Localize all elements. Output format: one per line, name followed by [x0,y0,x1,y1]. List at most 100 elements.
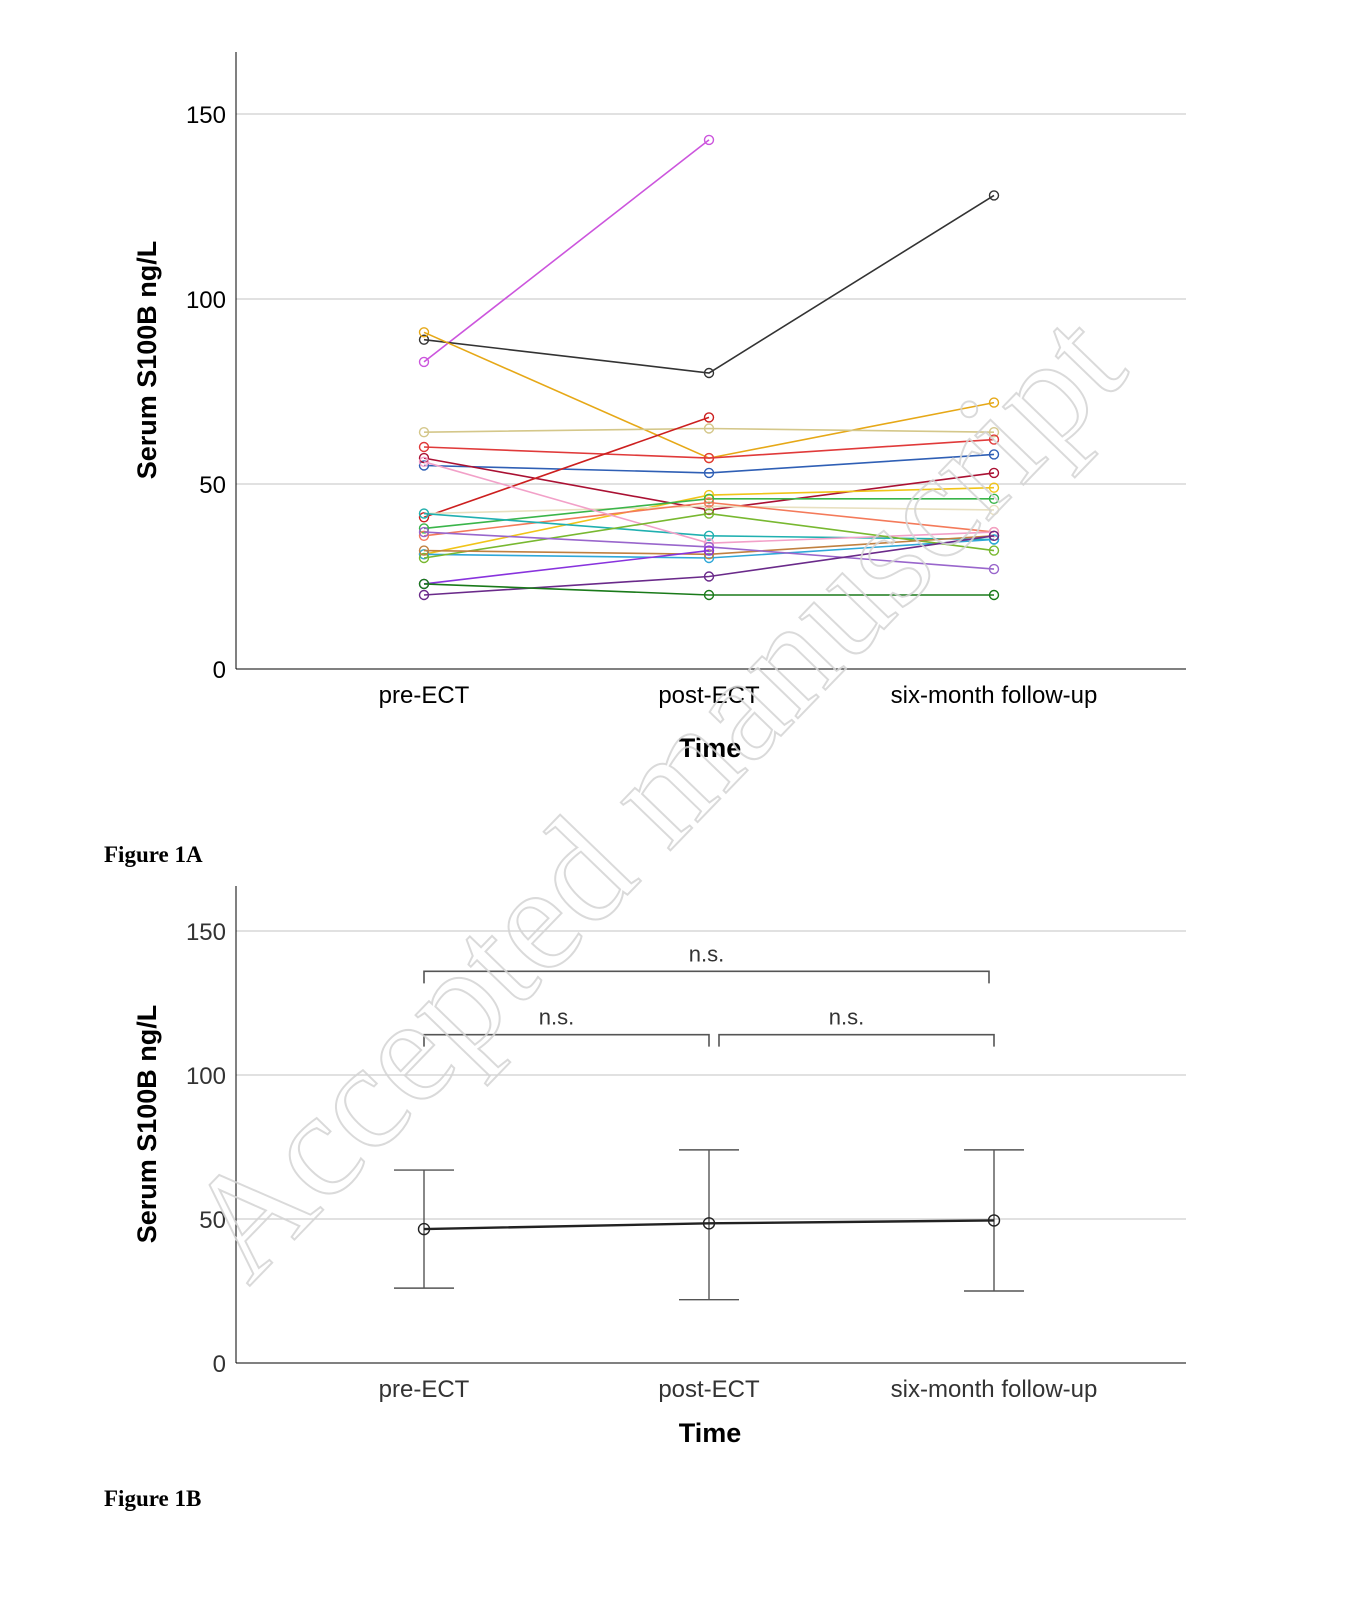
series-line [418,530,1000,601]
data-point [418,552,430,564]
series-path [423,416,710,519]
x-tick-label: six-month follow-up [891,1376,1098,1403]
mean-line-b [394,1149,1024,1301]
data-point [988,482,1000,493]
series-line [418,526,1000,575]
data-point [703,367,715,379]
data-point [703,134,715,146]
data-point [703,571,715,582]
data-point [988,467,1000,479]
series-path [423,583,994,596]
series-line [418,493,1000,534]
data-point [703,508,715,519]
y-tick-label: 150 [186,102,226,129]
data-point [988,589,1000,601]
chart-panel-b: 0 50 100 150 pre-ECT post-ECT six-month follo… [104,886,1186,1511]
data-point [988,449,1000,460]
series-path [423,139,710,363]
data-point [418,427,430,438]
mean-point [417,1222,431,1236]
series-path [423,549,710,585]
data-point [988,530,1000,541]
data-point [703,467,715,479]
series-path [423,453,995,474]
y-tick-label: 100 [186,287,226,314]
figure-caption-b: Figure 1B [104,1486,201,1511]
data-point [418,441,430,453]
y-tick-label: 50 [199,1207,226,1234]
y-tick-label: 150 [186,919,226,946]
x-axis-label-a: Time [679,733,742,763]
y-axis-label-a: Serum S100B ng/L [132,241,162,480]
series-line [418,578,1000,601]
data-point [418,356,430,368]
significance-label: n.s. [689,941,724,966]
data-point [418,334,430,345]
data-point [703,589,715,601]
mean-point [987,1214,1001,1227]
series-path [423,531,995,570]
data-point [418,460,430,471]
data-point [703,549,715,560]
significance-bracket: n.s. [423,1005,710,1047]
series-path [423,505,995,515]
data-point [988,427,1000,438]
data-point [988,190,1000,201]
data-point [703,423,715,434]
error-bar [394,1169,454,1289]
y-tick-label: 0 [213,657,226,684]
error-bar [679,1149,739,1301]
mean-path [423,1219,995,1231]
data-point [988,493,1000,504]
series-path [423,438,995,459]
data-point [988,504,1000,516]
significance-bracket: n.s. [423,941,990,984]
series-path [423,535,995,596]
data-point [988,434,1000,445]
data-point [418,549,430,560]
x-tick-label: pre-ECT [379,1376,470,1403]
series-path [423,512,995,559]
series-path [423,457,995,511]
series-path [423,497,994,530]
data-point [418,508,430,519]
series-line [418,508,1000,564]
series-line [418,449,1000,479]
data-point [703,497,715,508]
y-tick-label: 100 [186,1063,226,1090]
data-point [418,327,430,338]
mean-point [702,1217,716,1230]
data-point [418,578,430,590]
series-path [423,461,995,545]
significance-brackets: n.s. n.s. n.s. [423,941,995,1047]
series-line [418,423,1000,438]
y-tick-labels-a: 0 50 100 150 [186,102,226,684]
data-point [418,545,430,556]
significance-label: n.s. [539,1005,574,1030]
series-path [423,535,995,556]
significance-bracket: n.s. [718,1005,995,1047]
x-tick-label: six-month follow-up [891,682,1098,709]
x-tick-label: post-ECT [658,682,760,709]
data-point [988,563,1000,575]
data-point [988,545,1000,556]
series-line [418,434,1000,464]
series-line [418,190,1000,379]
series-lines-a [418,134,1000,601]
series-path [423,427,995,433]
series-line [418,134,715,368]
significance-label: n.s. [829,1005,864,1030]
data-point [988,534,1000,545]
x-tick-label: pre-ECT [379,682,470,709]
y-tick-label: 0 [213,1351,226,1378]
data-point [703,452,715,464]
chart-panel-a: 0 50 100 150 pre-ECT post-ECT six-month follo… [104,52,1186,867]
y-axis-label-b: Serum S100B ng/L [132,1005,162,1244]
gridlines-a [236,113,1186,485]
figure-caption-a: Figure 1A [104,842,203,867]
data-point [418,530,430,541]
x-tick-labels-a: pre-ECT post-ECT six-month follow-up [379,682,1098,709]
x-tick-labels-b: pre-ECT post-ECT six-month follow-up [379,1376,1098,1403]
gridlines-b [236,930,1186,1220]
